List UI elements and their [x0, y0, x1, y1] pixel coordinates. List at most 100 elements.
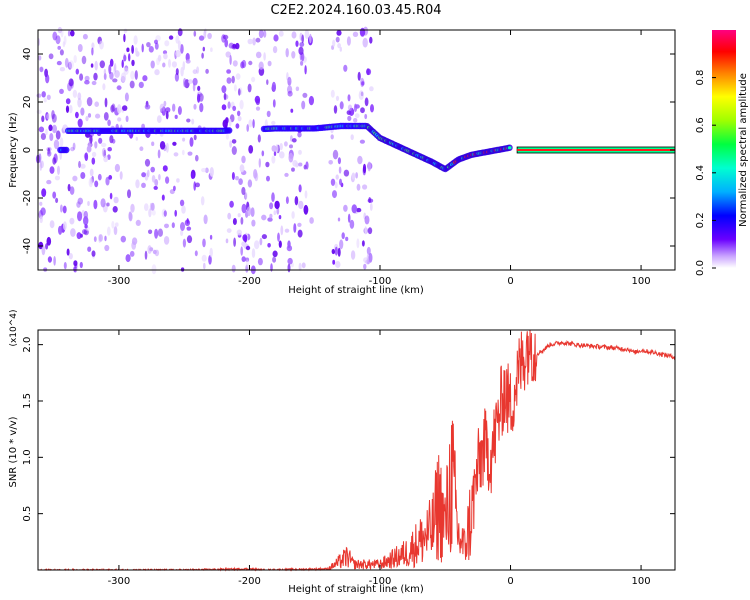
- heatmap-noise-speck: [338, 166, 342, 174]
- heatmap-noise-speck: [369, 36, 373, 44]
- colorbar-tick-label: 0.2: [695, 212, 706, 228]
- heatmap-noise-speck: [158, 174, 161, 181]
- heatmap-noise-speck: [66, 248, 70, 256]
- heatmap-noise-speck: [115, 222, 119, 227]
- heatmap-noise-speck: [339, 178, 342, 186]
- heatmap-noise-speck: [45, 74, 50, 84]
- heatmap-noise-speck: [64, 57, 69, 68]
- heatmap-noise-speck: [72, 175, 78, 182]
- heatmap-noise-speck: [79, 261, 83, 269]
- heatmap-noise-speck: [77, 44, 83, 52]
- heatmap-noise-speck: [248, 60, 253, 66]
- heatmap-noise-speck: [239, 164, 245, 173]
- heatmap-noise-speck: [251, 248, 256, 258]
- heatmap-noise-speck: [89, 168, 94, 177]
- heatmap-noise-speck: [62, 41, 66, 48]
- heatmap-noise-speck: [254, 95, 261, 104]
- heatmap-noise-speck: [237, 110, 241, 117]
- heatmap-noise-speck: [174, 72, 179, 82]
- heatmap-noise-speck: [352, 31, 359, 37]
- heatmap-noise-speck: [185, 59, 191, 64]
- heatmap-noise-speck: [247, 83, 252, 93]
- heatmap-noise-speck: [363, 212, 367, 220]
- heatmap-noise-speck: [144, 203, 149, 212]
- heatmap-noise-speck: [103, 68, 107, 76]
- heatmap-noise-speck: [295, 162, 299, 168]
- heatmap-noise-speck: [364, 113, 368, 120]
- heatmap-noise-speck: [104, 235, 107, 242]
- heatmap-noise-speck: [172, 141, 177, 146]
- heatmap-noise-speck: [98, 137, 103, 144]
- heatmap-noise-speck: [205, 68, 209, 74]
- heatmap-noise-speck: [180, 66, 184, 77]
- heatmap-noise-speck: [45, 128, 48, 136]
- heatmap-x-tick-label: -200: [238, 276, 261, 287]
- heatmap-noise-speck: [231, 44, 237, 50]
- snr-x-axis-label: Height of straight line (km): [288, 584, 424, 595]
- heatmap-noise-speck: [231, 264, 236, 273]
- heatmap-noise-speck: [363, 257, 369, 263]
- heatmap-noise-speck: [297, 229, 303, 238]
- colorbar-ticks: 0.0 0.2 0.4 0.6 0.8: [695, 70, 716, 276]
- heatmap-noise-speck: [198, 35, 205, 41]
- heatmap-noise-speck: [157, 228, 163, 237]
- heatmap-noise-speck: [163, 100, 167, 107]
- heatmap-noise-speck: [148, 229, 153, 235]
- heatmap-noise-speck: [335, 174, 339, 180]
- heatmap-noise-speck: [240, 246, 243, 256]
- heatmap-noise-speck: [175, 49, 181, 58]
- heatmap-noise-speck: [341, 232, 345, 240]
- heatmap-noise-speck: [201, 52, 204, 59]
- snr-frame: [37, 329, 676, 571]
- heatmap-noise-speck: [303, 204, 309, 215]
- heatmap-noise-speck: [266, 79, 269, 85]
- heatmap-noise-speck: [69, 105, 73, 114]
- heatmap-noise-speck: [222, 34, 229, 40]
- heatmap-noise-speck: [248, 145, 254, 154]
- heatmap-noise-speck: [255, 51, 262, 59]
- heatmap-noise-speck: [46, 113, 51, 120]
- heatmap-noise-speck: [151, 141, 155, 147]
- heatmap-noise-speck: [332, 149, 339, 160]
- heatmap-noise-speck: [161, 194, 165, 201]
- heatmap-noise-speck: [128, 53, 131, 62]
- heatmap-noise-speck: [294, 196, 299, 206]
- heatmap-noise-speck: [63, 262, 67, 270]
- heatmap-noise-speck: [245, 245, 251, 251]
- heatmap-noise-speck: [49, 166, 55, 174]
- heatmap-noise-speck: [63, 35, 67, 45]
- heatmap-noise-speck: [350, 134, 354, 141]
- heatmap-noise-speck: [362, 184, 368, 190]
- heatmap-noise-speck: [250, 207, 255, 218]
- heatmap-noise-speck: [43, 97, 47, 103]
- heatmap-noise-speck: [135, 136, 138, 141]
- heatmap-noise-speck: [128, 212, 133, 222]
- heatmap-noise-speck: [339, 46, 342, 52]
- heatmap-noise-speck: [154, 39, 158, 45]
- heatmap-noise-speck: [185, 52, 190, 62]
- heatmap-noise-speck: [95, 113, 101, 119]
- heatmap-noise-speck: [286, 245, 293, 252]
- snr-y-tick-label: 1.5: [22, 393, 33, 409]
- heatmap-noise-speck: [190, 172, 195, 179]
- heatmap-noise-speck: [84, 224, 88, 229]
- heatmap-noise-speck: [339, 239, 344, 250]
- heatmap-noise-speck: [240, 217, 244, 225]
- heatmap-noise-speck: [287, 81, 291, 86]
- heatmap-noise-speck: [368, 252, 373, 263]
- heatmap-noise-speck: [134, 70, 138, 80]
- heatmap-noise-speck: [203, 262, 206, 270]
- heatmap-noise-speck: [354, 104, 360, 109]
- heatmap-noise-speck: [93, 72, 98, 81]
- heatmap-noise-speck: [39, 161, 43, 171]
- heatmap-noise-speck: [351, 172, 356, 180]
- heatmap-noise-speck: [91, 250, 96, 257]
- heatmap-noise-speck: [291, 138, 297, 143]
- heatmap-noise-speck: [149, 202, 153, 211]
- heatmap-noise-speck: [223, 92, 227, 101]
- heatmap-noise-speck: [124, 92, 129, 102]
- heatmap-noise-speck: [225, 133, 229, 140]
- heatmap-noise-speck: [244, 191, 248, 200]
- heatmap-noise-speck: [225, 238, 229, 244]
